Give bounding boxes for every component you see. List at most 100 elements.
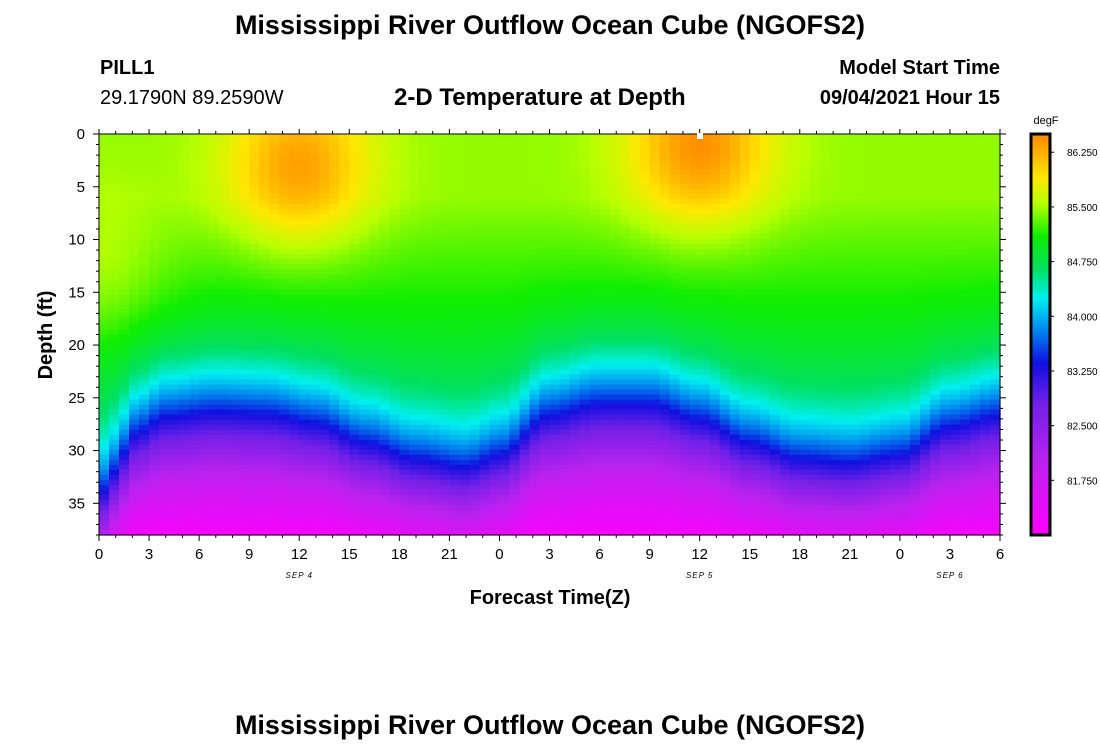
heatmap-cell: [399, 229, 410, 235]
heatmap-cell: [459, 154, 471, 160]
heatmap-cell: [439, 224, 450, 230]
heatmap-cell: [129, 494, 140, 501]
heatmap-cell: [289, 284, 300, 290]
heatmap-cell: [509, 294, 521, 301]
heatmap-cell: [199, 364, 210, 371]
heatmap-cell: [309, 179, 320, 185]
heatmap-cell: [679, 274, 691, 280]
heatmap-cell: [219, 419, 230, 426]
heatmap-cell: [399, 529, 410, 536]
heatmap-cell: [499, 284, 511, 290]
heatmap-cell: [179, 514, 190, 521]
heatmap-cell: [609, 154, 621, 160]
heatmap-cell: [499, 149, 511, 155]
heatmap-cell: [169, 439, 180, 446]
heatmap-cell: [439, 384, 450, 391]
heatmap-cell: [129, 514, 140, 521]
heatmap-cell: [229, 319, 240, 326]
heatmap-cell: [639, 454, 651, 461]
heatmap-cell: [229, 469, 240, 476]
heatmap-cell: [569, 349, 581, 356]
heatmap-cell: [159, 459, 170, 466]
heatmap-cell: [109, 244, 120, 250]
heatmap-cell: [319, 509, 330, 516]
heatmap-cell: [519, 439, 531, 446]
heatmap-cell: [399, 179, 410, 185]
heatmap-cell: [429, 504, 440, 511]
heatmap-cell: [649, 299, 661, 306]
heatmap-cell: [559, 269, 571, 275]
heatmap-cell: [689, 244, 701, 250]
heatmap-cell: [259, 459, 270, 466]
heatmap-cell: [109, 204, 120, 210]
heatmap-cell: [689, 289, 701, 295]
heatmap-cell: [539, 504, 551, 511]
heatmap-cell: [549, 394, 561, 401]
heatmap-cell: [539, 139, 551, 145]
heatmap-cell: [489, 139, 501, 145]
heatmap-cell: [449, 254, 460, 260]
heatmap-cell: [309, 349, 320, 356]
heatmap-cell: [529, 409, 541, 416]
heatmap-cell: [149, 319, 160, 326]
heatmap-cell: [189, 249, 200, 255]
heatmap-cell: [99, 509, 110, 516]
heatmap-cell: [359, 459, 370, 466]
heatmap-cell: [419, 359, 430, 366]
heatmap-cell: [199, 254, 210, 260]
heatmap-cell: [389, 359, 400, 366]
heatmap-cell: [619, 204, 631, 210]
heatmap-cell: [389, 154, 400, 160]
heatmap-cell: [179, 144, 190, 150]
heatmap-cell: [129, 224, 140, 230]
heatmap-cell: [589, 349, 601, 356]
heatmap-cell: [509, 214, 521, 220]
heatmap-cell: [529, 439, 541, 446]
heatmap-cell: [369, 399, 380, 406]
heatmap-cell: [469, 399, 481, 406]
heatmap-cell: [359, 454, 370, 461]
heatmap-cell: [429, 319, 440, 326]
heatmap-cell: [269, 409, 280, 416]
heatmap-cell: [709, 259, 721, 265]
heatmap-cell: [669, 319, 681, 326]
heatmap-cell: [459, 134, 471, 140]
heatmap-cell: [619, 454, 631, 461]
heatmap-cell: [509, 299, 521, 306]
heatmap-cell: [179, 229, 190, 235]
heatmap-cell: [429, 439, 440, 446]
heatmap-cell: [329, 159, 340, 165]
heatmap-cell: [139, 264, 150, 270]
heatmap-cell: [439, 259, 450, 265]
heatmap-cell: [659, 174, 671, 180]
heatmap-cell: [339, 189, 350, 195]
heatmap-cell: [649, 359, 661, 366]
heatmap-cell: [459, 404, 471, 411]
heatmap-cell: [339, 449, 350, 456]
heatmap-cell: [479, 459, 491, 466]
heatmap-cell: [349, 469, 360, 476]
heatmap-cell: [589, 274, 601, 280]
heatmap-cell: [279, 144, 290, 150]
heatmap-cell: [219, 349, 230, 356]
heatmap-cell: [299, 374, 310, 381]
heatmap-cell: [109, 279, 120, 285]
heatmap-cell: [339, 389, 350, 396]
heatmap-cell: [139, 184, 150, 190]
heatmap-cell: [569, 194, 581, 200]
heatmap-cell: [669, 509, 681, 516]
heatmap-cell: [159, 509, 170, 516]
heatmap-cell: [259, 514, 270, 521]
heatmap-cell: [609, 159, 621, 165]
heatmap-cell: [139, 424, 150, 431]
heatmap-cell: [469, 454, 481, 461]
heatmap-cell: [699, 464, 711, 471]
heatmap-cell: [259, 409, 270, 416]
heatmap-cell: [379, 399, 390, 406]
heatmap-cell: [259, 194, 270, 200]
heatmap-cell: [219, 144, 230, 150]
heatmap-cell: [149, 454, 160, 461]
heatmap-cell: [719, 169, 731, 175]
heatmap-cell: [119, 229, 130, 235]
heatmap-cell: [299, 204, 310, 210]
